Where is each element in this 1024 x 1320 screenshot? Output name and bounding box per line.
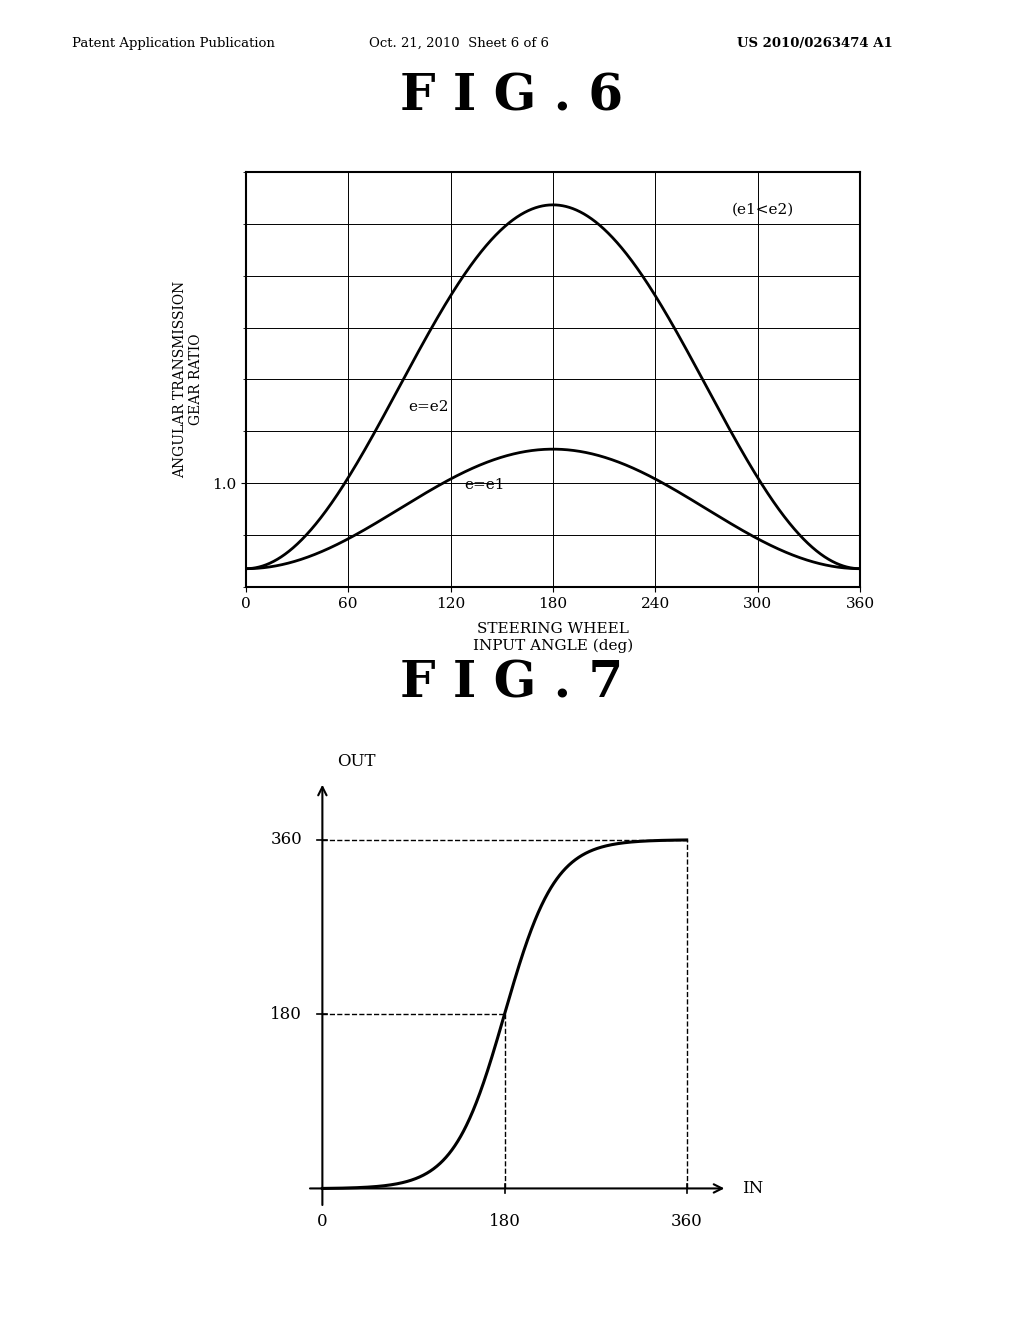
Text: e=e1: e=e1 bbox=[464, 478, 505, 491]
Text: OUT: OUT bbox=[338, 754, 376, 771]
Y-axis label: ANGULAR TRANSMISSION
GEAR RATIO: ANGULAR TRANSMISSION GEAR RATIO bbox=[173, 281, 204, 478]
Text: F I G . 6: F I G . 6 bbox=[400, 73, 624, 121]
Text: Patent Application Publication: Patent Application Publication bbox=[72, 37, 274, 50]
X-axis label: STEERING WHEEL
INPUT ANGLE (deg): STEERING WHEEL INPUT ANGLE (deg) bbox=[473, 622, 633, 653]
Text: US 2010/0263474 A1: US 2010/0263474 A1 bbox=[737, 37, 893, 50]
Text: IN: IN bbox=[742, 1180, 764, 1197]
Text: Oct. 21, 2010  Sheet 6 of 6: Oct. 21, 2010 Sheet 6 of 6 bbox=[369, 37, 549, 50]
Text: 180: 180 bbox=[270, 1006, 302, 1023]
Text: 0: 0 bbox=[317, 1213, 328, 1230]
Text: 360: 360 bbox=[671, 1213, 702, 1230]
Text: F I G . 7: F I G . 7 bbox=[400, 660, 624, 709]
Text: (e1<e2): (e1<e2) bbox=[732, 202, 795, 216]
Text: 360: 360 bbox=[270, 832, 302, 849]
Text: 180: 180 bbox=[488, 1213, 520, 1230]
Text: e=e2: e=e2 bbox=[408, 400, 449, 413]
